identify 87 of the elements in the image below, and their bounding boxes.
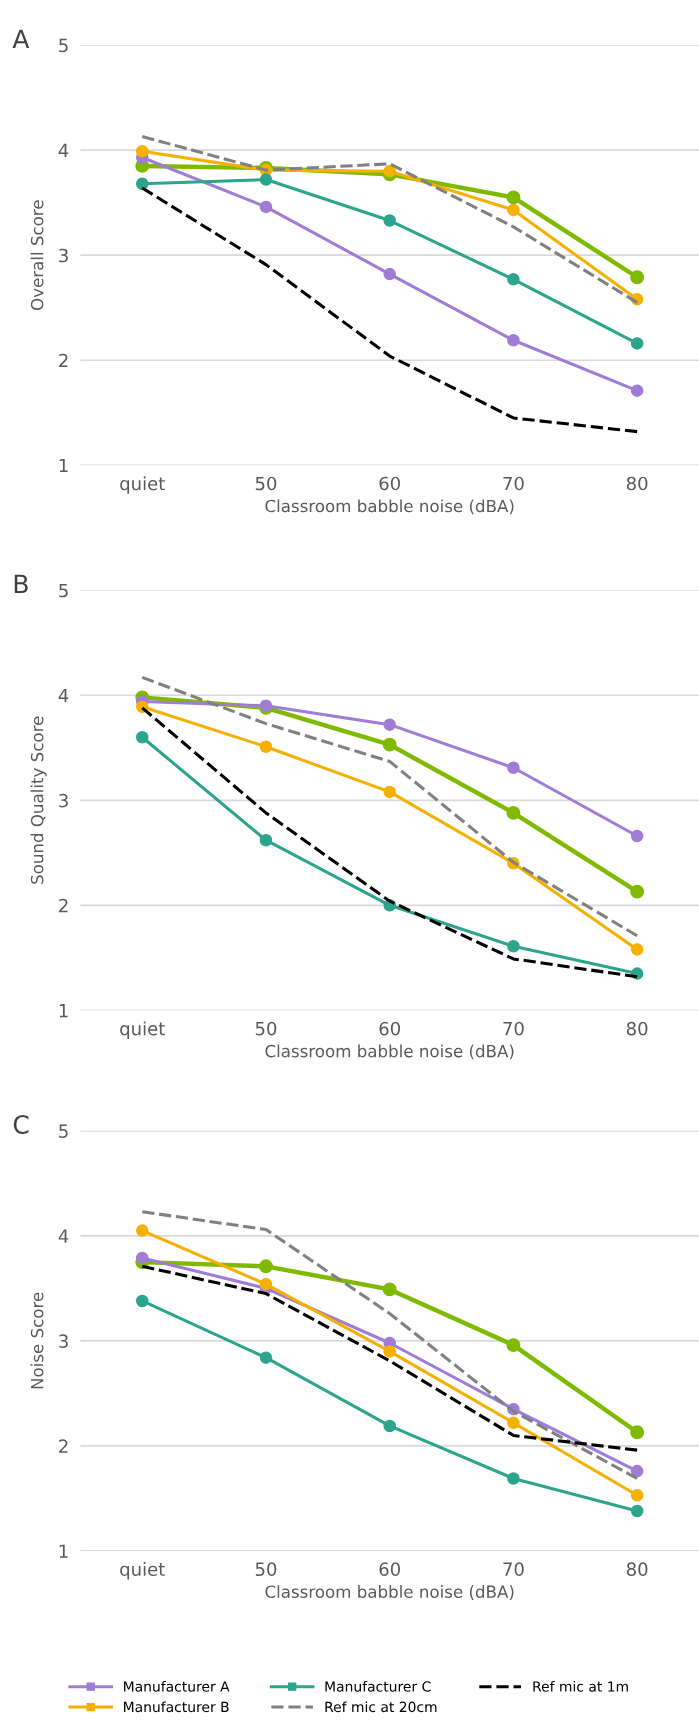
x-tick-label: 70 [503,476,524,491]
point [506,1338,521,1353]
point [507,761,520,774]
point [259,740,273,753]
x-tick-label: 50 [255,476,277,491]
point [135,144,149,158]
y-tick-label: 4 [58,688,69,703]
y-axis-title: Sound Quality Score [30,716,47,884]
point [259,1277,273,1291]
point [506,190,521,205]
x-tick-label: quiet [120,1021,165,1039]
x-tick-label: 70 [503,1562,524,1577]
point [507,273,520,286]
point [630,1489,644,1502]
point [507,203,520,217]
point [382,1282,397,1297]
legend-label: Ref mic at 20cm [325,1701,437,1713]
point [383,785,396,799]
point [135,1294,149,1308]
point [630,337,644,350]
y-tick-label: 3 [59,793,68,808]
chart-title: A [12,29,30,48]
y-tick-label: 4 [58,143,69,158]
y-tick-label: 3 [59,1334,68,1348]
y-tick-label: 1 [59,458,68,473]
legend-label: Manufacturer B [124,1701,229,1713]
legend-label: Manufacturer C [325,1680,431,1692]
point [383,214,396,227]
x-tick-label: 50 [255,1021,277,1036]
point [383,164,396,178]
y-tick-label: 1 [59,1544,68,1558]
x-tick-label: 60 [379,476,400,491]
y-tick-label: 2 [59,353,68,368]
x-tick-label: 80 [626,476,648,491]
chart-title: C [13,1115,29,1134]
point [630,943,644,956]
point [630,1464,644,1478]
x-axis-title: Classroom babble noise (dBA) [265,499,514,515]
y-tick-label: 5 [59,38,68,53]
point [135,1251,149,1265]
point [259,1259,273,1274]
y-tick-label: 1 [59,1004,68,1018]
x-tick-label: quiet [120,476,165,494]
chart-title: B [14,574,28,594]
point [507,334,520,347]
point [630,884,645,899]
point [259,200,273,214]
point [135,1224,149,1237]
y-tick-label: 3 [59,248,68,263]
point [630,829,644,843]
point [507,1472,520,1485]
x-tick-label: 50 [255,1562,277,1577]
point [135,177,149,191]
x-tick-label: 80 [626,1021,648,1036]
point [630,270,645,285]
x-tick-label: 70 [503,1021,524,1036]
point [259,833,273,847]
x-axis-title: Classroom babble noise (dBA) [265,1044,514,1060]
point [507,940,520,953]
y-tick-label: 5 [59,1124,68,1138]
line-series [140,675,639,938]
point [383,267,396,281]
y-axis-title: Overall Score [30,200,44,311]
point [630,384,644,397]
point [383,1419,396,1433]
point [259,1351,273,1364]
x-tick-label: quiet [120,1562,165,1580]
point [135,731,149,744]
point [383,1345,396,1358]
point [506,805,521,820]
point [383,718,396,731]
y-tick-label: 5 [59,583,68,598]
y-axis-title: Noise Score [30,1292,44,1389]
x-axis-title: Classroom babble noise (dBA) [265,1585,514,1600]
y-tick-label: 2 [59,1439,68,1453]
x-tick-label: 60 [379,1021,400,1036]
legend-label: Manufacturer A [124,1680,230,1692]
y-tick-label: 2 [59,898,68,913]
point [630,1425,645,1440]
point [382,737,397,752]
point [507,1416,520,1430]
x-tick-label: 80 [626,1562,648,1577]
point [259,173,273,186]
legend-label: Ref mic at 1m [533,1680,628,1692]
x-tick-label: 60 [379,1562,400,1577]
y-tick-label: 4 [58,1229,69,1243]
point [630,1504,644,1518]
